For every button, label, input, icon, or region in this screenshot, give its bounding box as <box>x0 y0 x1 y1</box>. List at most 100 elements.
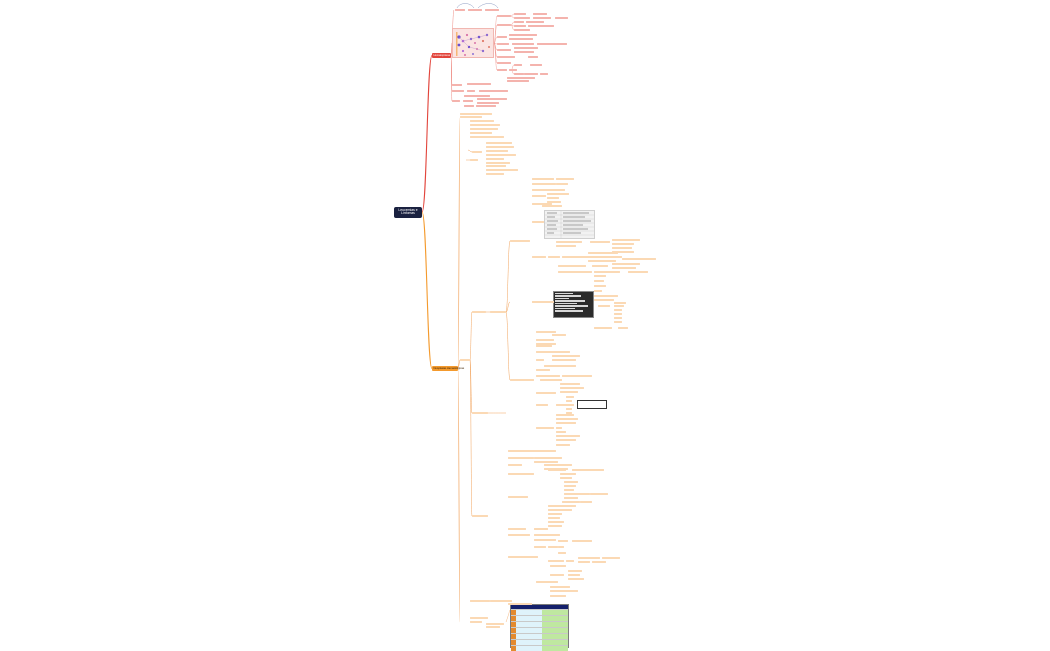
subtopic-node[interactable] <box>508 533 530 537</box>
subtopic-node[interactable] <box>486 141 512 145</box>
subtopic-node[interactable] <box>536 358 544 362</box>
subtopic-node[interactable] <box>556 413 574 417</box>
subtopic-node[interactable] <box>556 430 566 434</box>
subtopic-node[interactable] <box>497 42 509 46</box>
subtopic-node[interactable] <box>510 239 530 243</box>
subtopic-node[interactable] <box>558 551 566 555</box>
subtopic-node[interactable] <box>548 545 558 549</box>
subtopic-node[interactable] <box>628 270 648 274</box>
subtopic-node[interactable] <box>532 300 550 304</box>
subtopic-node[interactable] <box>552 358 576 362</box>
subtopic-node[interactable] <box>490 310 506 314</box>
subtopic-node[interactable] <box>612 242 634 246</box>
subtopic-node[interactable] <box>497 35 507 39</box>
subtopic-node[interactable] <box>612 250 634 254</box>
subtopic-node[interactable] <box>532 202 552 206</box>
subtopic-node[interactable] <box>556 426 562 430</box>
subtopic-node[interactable] <box>463 99 473 103</box>
subtopic-node[interactable] <box>548 520 564 524</box>
subtopic-node[interactable] <box>566 403 574 407</box>
subtopic-node[interactable] <box>614 308 622 312</box>
subtopic-node[interactable] <box>536 342 556 346</box>
subtopic-node[interactable] <box>486 164 506 168</box>
subtopic-node[interactable] <box>460 115 482 119</box>
subtopic-node[interactable] <box>560 16 568 20</box>
subtopic-node[interactable] <box>490 89 508 93</box>
subtopic-node[interactable] <box>547 188 565 192</box>
subtopic-node[interactable] <box>572 539 592 543</box>
subtopic-node[interactable] <box>536 330 556 334</box>
subtopic-node[interactable] <box>542 204 562 208</box>
subtopic-node[interactable] <box>533 16 551 20</box>
subtopic-node[interactable] <box>556 182 568 186</box>
subtopic-node[interactable] <box>532 177 554 181</box>
subtopic-node[interactable] <box>548 524 562 528</box>
subtopic-node[interactable] <box>590 240 610 244</box>
subtopic-node[interactable] <box>508 555 538 559</box>
subtopic-node[interactable] <box>566 399 572 403</box>
subtopic-node[interactable] <box>550 589 578 593</box>
subtopic-node[interactable] <box>472 310 486 314</box>
subtopic-node[interactable] <box>497 48 511 52</box>
subtopic-node[interactable] <box>497 68 507 72</box>
subtopic-node[interactable] <box>510 378 534 382</box>
subtopic-node[interactable] <box>536 350 558 354</box>
subtopic-node[interactable] <box>556 244 576 248</box>
subtopic-node[interactable] <box>534 533 560 537</box>
subtopic-node[interactable] <box>556 177 574 181</box>
subtopic-node[interactable] <box>564 480 578 484</box>
subtopic-node[interactable] <box>594 289 602 293</box>
subtopic-node[interactable] <box>594 284 606 288</box>
subtopic-node[interactable] <box>508 527 526 531</box>
subtopic-node[interactable] <box>558 270 592 274</box>
subtopic-node[interactable] <box>467 89 475 93</box>
subtopic-node[interactable] <box>514 28 530 32</box>
subtopic-node[interactable] <box>614 312 622 316</box>
subtopic-node[interactable] <box>548 468 566 472</box>
subtopic-node[interactable] <box>514 46 538 50</box>
subtopic-node[interactable] <box>548 516 560 520</box>
subtopic-node[interactable] <box>508 602 532 606</box>
subtopic-node[interactable] <box>455 8 465 12</box>
subtopic-node[interactable] <box>562 500 580 504</box>
subtopic-node[interactable] <box>534 449 556 453</box>
subtopic-node[interactable] <box>568 577 584 581</box>
subtopic-node[interactable] <box>514 63 522 67</box>
subtopic-node[interactable] <box>594 274 606 278</box>
subtopic-node[interactable] <box>547 192 569 196</box>
subtopic-node[interactable] <box>486 149 508 153</box>
subtopic-node[interactable] <box>578 556 600 560</box>
subtopic-node[interactable] <box>470 131 492 135</box>
subtopic-node[interactable] <box>486 157 504 161</box>
subtopic-node[interactable] <box>594 279 604 283</box>
subtopic-node[interactable] <box>556 421 576 425</box>
subtopic-node[interactable] <box>467 82 491 86</box>
subtopic-node[interactable] <box>548 350 570 354</box>
subtopic-node[interactable] <box>486 168 518 172</box>
subtopic-node[interactable] <box>548 512 562 516</box>
subtopic-node[interactable] <box>508 449 538 453</box>
subtopic-node[interactable] <box>547 196 559 200</box>
subtopic-node[interactable] <box>612 246 632 250</box>
subtopic-node[interactable] <box>540 378 562 382</box>
subtopic-node[interactable] <box>558 539 568 543</box>
subtopic-node[interactable] <box>572 468 604 472</box>
branch-topic-neoplasias[interactable]: Neoplasias Hematológicas <box>432 366 465 371</box>
subtopic-node[interactable] <box>540 72 548 76</box>
subtopic-node[interactable] <box>618 326 628 330</box>
subtopic-node[interactable] <box>534 538 556 542</box>
subtopic-node[interactable] <box>470 599 490 603</box>
subtopic-node[interactable] <box>528 24 554 28</box>
subtopic-node[interactable] <box>452 83 462 87</box>
subtopic-node[interactable] <box>486 145 514 149</box>
subtopic-node[interactable] <box>508 472 534 476</box>
subtopic-node[interactable] <box>536 344 552 348</box>
subtopic-node[interactable] <box>548 504 576 508</box>
subtopic-node[interactable] <box>532 182 556 186</box>
subtopic-node[interactable] <box>479 89 499 93</box>
subtopic-node[interactable] <box>550 594 566 598</box>
subtopic-node[interactable] <box>556 443 570 447</box>
subtopic-node[interactable] <box>546 391 556 395</box>
subtopic-node[interactable] <box>566 395 574 399</box>
subtopic-node[interactable] <box>497 55 515 59</box>
